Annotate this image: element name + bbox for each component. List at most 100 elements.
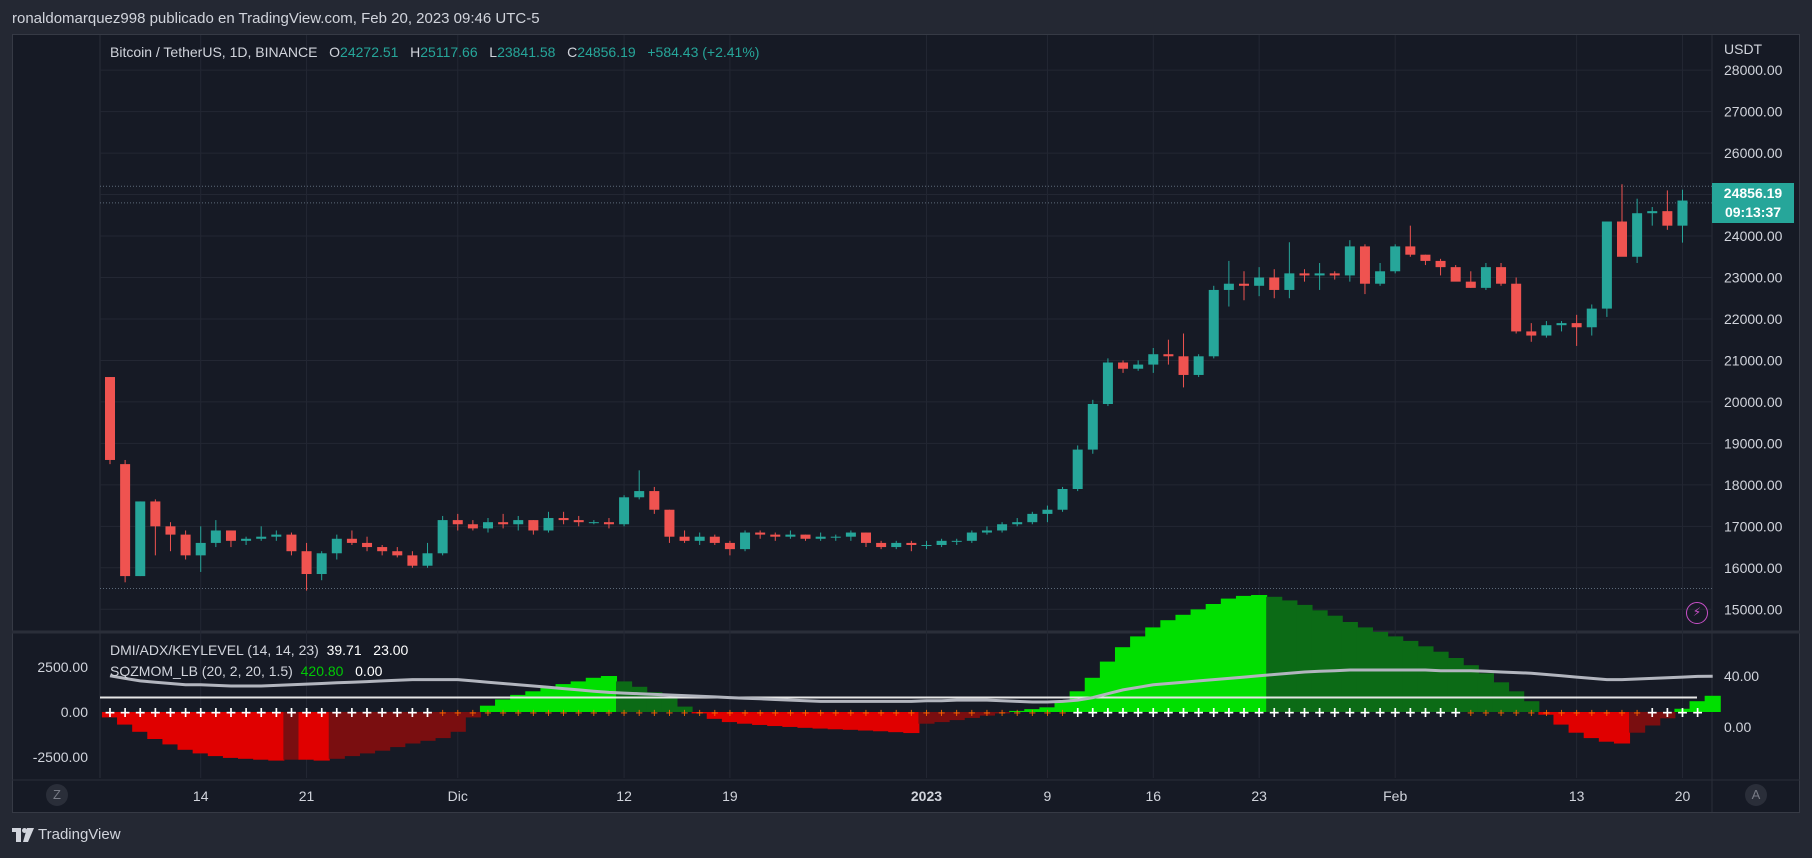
momentum-scale-label: 2500.00 [37, 659, 88, 675]
squeeze-off-dot: + [195, 705, 207, 721]
momentum-bar [1251, 595, 1268, 712]
candle-body [800, 534, 811, 539]
candle-body [543, 518, 554, 531]
momentum-bar [1659, 712, 1676, 719]
candle-body [649, 491, 660, 510]
momentum-bar [328, 712, 345, 759]
squeeze-on-dot: + [1618, 708, 1626, 719]
candle-body [1375, 271, 1386, 284]
lightning-icon[interactable]: ⚡ [1686, 602, 1708, 624]
momentum-bar [767, 712, 784, 727]
squeeze-off-dot: + [149, 705, 161, 721]
squeeze-off-dot: + [391, 705, 403, 721]
momentum-bar [1326, 615, 1343, 712]
candle-body [1496, 267, 1507, 284]
squeeze-on-dot: + [953, 708, 961, 719]
candle-body [195, 542, 206, 556]
momentum-bar [1432, 651, 1449, 712]
zoom-button[interactable]: Z [46, 784, 68, 806]
candle-body [225, 530, 236, 541]
candle-body [1420, 254, 1431, 261]
time-tick-label: 20 [1675, 788, 1691, 804]
momentum-bar [812, 712, 829, 729]
candle-body [483, 522, 493, 529]
candle-body [528, 520, 539, 531]
momentum-bar [918, 712, 935, 724]
squeeze-on-dot: + [711, 708, 719, 719]
candle-body [452, 520, 463, 525]
squeeze-on-dot: + [695, 708, 703, 719]
squeeze-off-dot: + [1692, 705, 1704, 721]
candle-body [1223, 283, 1234, 290]
high-label: H [410, 44, 421, 60]
squeeze-off-dot: + [180, 705, 192, 721]
candlestick-series [105, 184, 1688, 591]
candle-body [362, 542, 373, 548]
squeeze-off-dot: + [422, 705, 434, 721]
momentum-bar [510, 694, 527, 712]
candle-body [1480, 267, 1491, 288]
squeeze-off-dot: + [165, 705, 177, 721]
momentum-bar [1417, 646, 1434, 712]
candle-body [603, 522, 614, 525]
momentum-bar [162, 712, 179, 745]
price-tick-label: 22000.00 [1724, 311, 1783, 327]
squeeze-off-dot: + [1420, 705, 1432, 721]
candle-body [1012, 522, 1023, 525]
squeeze-off-dot: + [1646, 705, 1658, 721]
candle-body [1193, 356, 1204, 375]
momentum-bar [1477, 673, 1494, 712]
candle-body [1617, 221, 1627, 257]
squeeze-on-dot: + [1013, 708, 1021, 719]
sqzmom-value-1: 420.80 [300, 663, 344, 679]
time-tick-label: 16 [1145, 788, 1161, 804]
squeeze-on-dot: + [469, 708, 477, 719]
momentum-bar [147, 712, 164, 739]
squeeze-off-dot: + [1299, 705, 1311, 721]
squeeze-off-dot: + [361, 705, 373, 721]
squeeze-off-dot: + [1314, 705, 1326, 721]
squeeze-on-dot: + [665, 708, 673, 719]
time-tick-label: 13 [1569, 788, 1585, 804]
sqzmom-value-2: 0.00 [355, 663, 383, 679]
squeeze-off-dot: + [270, 705, 282, 721]
candle-body [997, 524, 1008, 531]
squeeze-off-dot: + [1253, 705, 1265, 721]
candle-body [1163, 354, 1174, 357]
momentum-bar [1024, 709, 1041, 712]
squeeze-on-dot: + [983, 708, 991, 719]
time-tick-label: 2023 [911, 788, 942, 804]
candle-body [498, 522, 509, 525]
momentum-bar [419, 712, 436, 741]
sqzmom-label: SQZMOM_LB (20, 2, 20, 1.5) [110, 663, 293, 679]
candle-body [1586, 308, 1597, 328]
squeeze-on-dot: + [1512, 708, 1520, 719]
squeeze-on-dot: + [907, 708, 915, 719]
candle-body [1057, 489, 1068, 510]
candle-body [770, 534, 781, 537]
momentum-bar [283, 712, 300, 760]
squeeze-off-dot: + [104, 705, 116, 721]
momentum-bar [1568, 712, 1585, 733]
squeeze-on-dot: + [862, 708, 870, 719]
squeeze-on-dot: + [892, 708, 900, 719]
candle-body [120, 464, 131, 577]
squeeze-off-dot: + [331, 705, 343, 721]
momentum-bar [1235, 595, 1253, 712]
squeeze-on-dot: + [816, 708, 824, 719]
tradingview-logo[interactable]: TradingView [12, 826, 121, 843]
momentum-bar [464, 712, 481, 718]
auto-scale-button[interactable]: A [1745, 784, 1767, 806]
momentum-bar [313, 712, 330, 761]
candle-body [1541, 325, 1552, 336]
momentum-bar [1114, 647, 1132, 712]
momentum-bar [268, 712, 285, 761]
squeeze-on-dot: + [801, 708, 809, 719]
momentum-bar [1341, 622, 1358, 712]
candle-body [1571, 323, 1582, 328]
momentum-bar [963, 712, 980, 718]
candle-body [1526, 331, 1537, 336]
candle-body [1027, 513, 1038, 523]
candle-body [467, 524, 478, 529]
